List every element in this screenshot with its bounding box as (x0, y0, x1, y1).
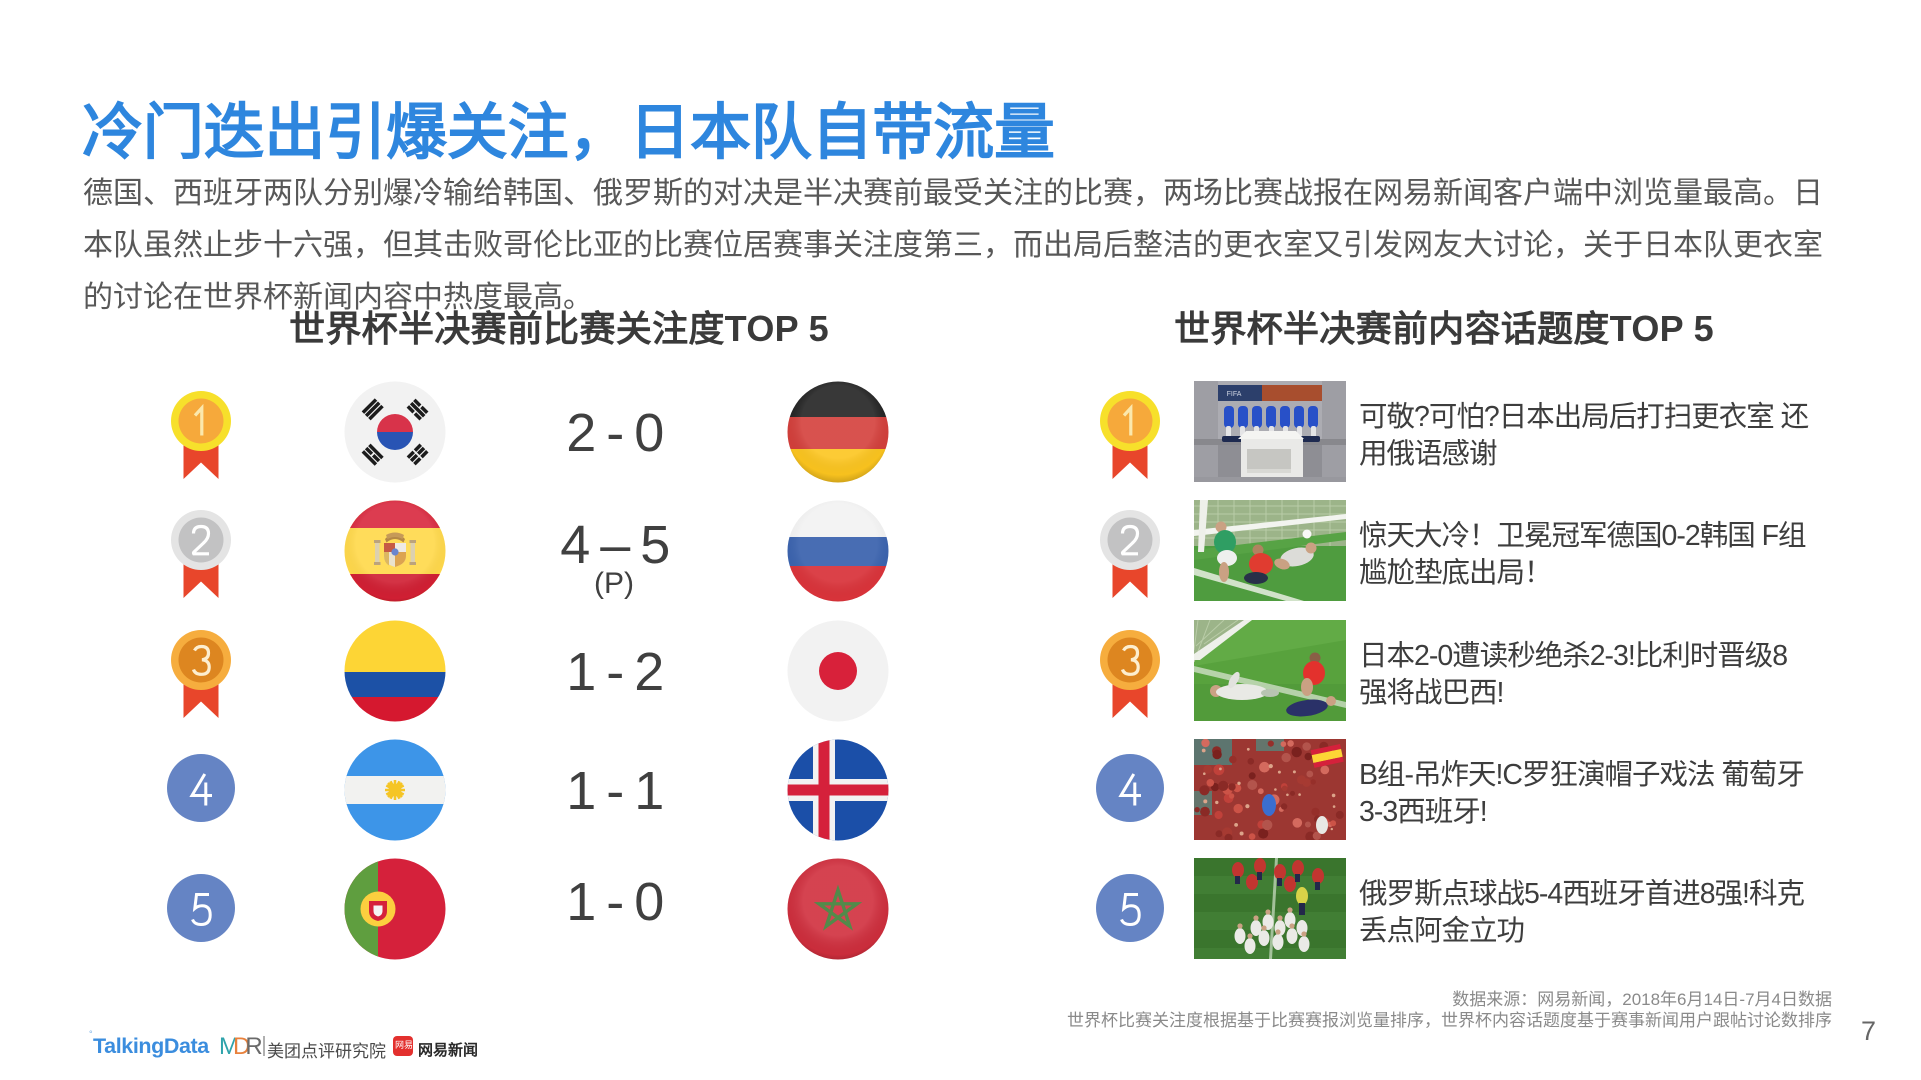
svg-text:FIFA: FIFA (1227, 391, 1242, 398)
